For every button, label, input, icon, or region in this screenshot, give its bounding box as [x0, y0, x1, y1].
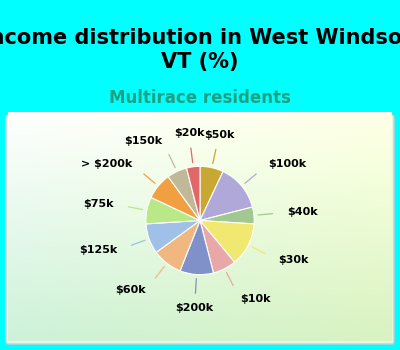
Text: $125k: $125k [79, 245, 117, 256]
Text: Multirace residents: Multirace residents [109, 89, 291, 107]
Wedge shape [151, 177, 200, 220]
Wedge shape [186, 166, 200, 220]
Wedge shape [180, 220, 214, 275]
FancyBboxPatch shape [6, 115, 394, 344]
Text: $20k: $20k [174, 128, 204, 138]
Text: $75k: $75k [83, 199, 114, 209]
Wedge shape [200, 220, 254, 262]
Text: $100k: $100k [268, 159, 306, 169]
Text: ⓘ City-Data.com: ⓘ City-Data.com [246, 130, 324, 140]
Text: $30k: $30k [278, 256, 309, 266]
Wedge shape [146, 220, 200, 252]
Text: $150k: $150k [124, 136, 162, 146]
Wedge shape [200, 207, 254, 224]
Text: $50k: $50k [204, 130, 234, 140]
Wedge shape [200, 172, 252, 220]
Text: Income distribution in West Windsor,
VT (%): Income distribution in West Windsor, VT … [0, 28, 400, 72]
Text: $10k: $10k [240, 294, 270, 304]
Text: $200k: $200k [176, 303, 214, 313]
Wedge shape [168, 168, 200, 220]
Text: $60k: $60k [115, 285, 146, 295]
Wedge shape [146, 197, 200, 224]
Wedge shape [156, 220, 200, 271]
Text: > $200k: > $200k [81, 159, 132, 169]
Wedge shape [200, 220, 234, 273]
Wedge shape [200, 166, 223, 220]
Text: $40k: $40k [288, 207, 318, 217]
